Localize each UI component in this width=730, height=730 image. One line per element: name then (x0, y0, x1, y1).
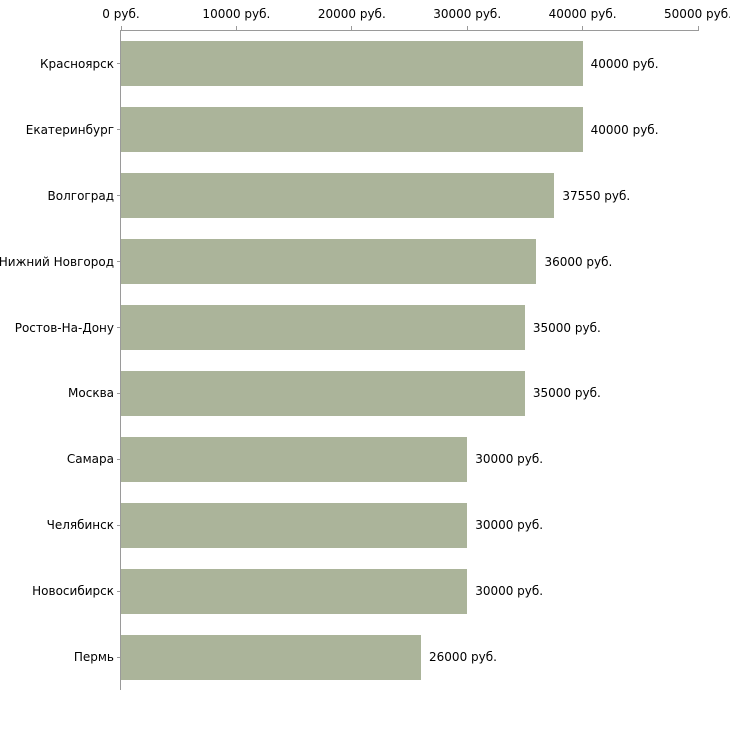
y-tick-mark (117, 656, 121, 658)
value-label: 36000 руб. (544, 254, 613, 269)
value-label: 35000 руб. (532, 386, 601, 401)
bar-row: Новосибирск 30000 руб. (32, 558, 698, 624)
bar (121, 107, 583, 153)
category-label: Самара (66, 452, 114, 467)
x-tick-mark (120, 26, 122, 31)
x-tick-label: 20000 руб. (317, 7, 386, 21)
category-label: Красноярск (40, 56, 114, 71)
value-label: 35000 руб. (532, 320, 601, 335)
x-tick-label: 40000 руб. (548, 7, 617, 21)
bar (121, 41, 583, 87)
bar (121, 568, 468, 614)
bar-row: Самара 30000 руб. (67, 426, 698, 492)
x-tick-mark (235, 26, 237, 31)
y-tick-mark (117, 458, 121, 460)
bar-row: Ростов-На-Дону 35000 руб. (15, 295, 698, 361)
value-label: 26000 руб. (429, 650, 497, 665)
bar-rows: Красноярск 40000 руб. Екатеринбург 40000 ру… (0, 31, 698, 690)
x-tick-label: 0 руб. (102, 7, 140, 21)
bar-row: Красноярск 40000 руб. (40, 31, 698, 97)
y-tick-mark (117, 392, 121, 394)
category-label: Москва (68, 386, 114, 401)
bar-row: Екатеринбург 40000 руб. (26, 97, 698, 163)
category-label: Челябинск (46, 518, 114, 533)
bar (121, 305, 525, 351)
y-tick-mark (117, 327, 121, 329)
bar-row: Пермь 26000 руб. (74, 624, 698, 690)
bar (121, 634, 422, 680)
x-tick-mark (351, 26, 353, 31)
category-label: Волгоград (47, 188, 114, 203)
category-label: Екатеринбург (25, 122, 114, 137)
category-label: Нижний Новгород (0, 254, 114, 269)
bar-row: Москва 35000 руб. (68, 361, 698, 427)
bar (121, 239, 537, 285)
x-tick-mark (582, 26, 584, 31)
value-label: 40000 руб. (590, 122, 659, 137)
value-label: 37550 руб. (562, 188, 631, 203)
category-label: Пермь (73, 650, 114, 665)
x-tick-mark (466, 26, 468, 31)
x-tick-label: 50000 руб. (664, 7, 730, 21)
plot-area: 0 руб. 10000 руб. 20000 руб. 30000 руб. 4000… (0, 7, 730, 690)
y-tick-mark (117, 261, 121, 263)
y-tick-mark (117, 63, 121, 65)
bar-row: Нижний Новгород 36000 руб. (0, 229, 698, 295)
category-label: Ростов-На-Дону (14, 320, 114, 335)
x-tick-label: 10000 руб. (202, 7, 271, 21)
x-tick-mark (697, 26, 699, 31)
x-tick-label: 30000 руб. (433, 7, 502, 21)
y-tick-mark (117, 524, 121, 526)
bar (121, 502, 468, 548)
bar (121, 370, 525, 416)
category-label: Новосибирск (32, 584, 114, 599)
value-label: 40000 руб. (590, 56, 659, 71)
value-label: 30000 руб. (475, 584, 544, 599)
value-label: 30000 руб. (475, 518, 544, 533)
bar-row: Волгоград 37550 руб. (48, 163, 698, 229)
bar-row: Челябинск 30000 руб. (47, 492, 698, 558)
bar (121, 173, 555, 219)
value-label: 30000 руб. (475, 452, 544, 467)
y-tick-mark (117, 129, 121, 131)
y-tick-mark (117, 590, 121, 592)
y-tick-mark (117, 195, 121, 197)
bar (121, 436, 468, 482)
